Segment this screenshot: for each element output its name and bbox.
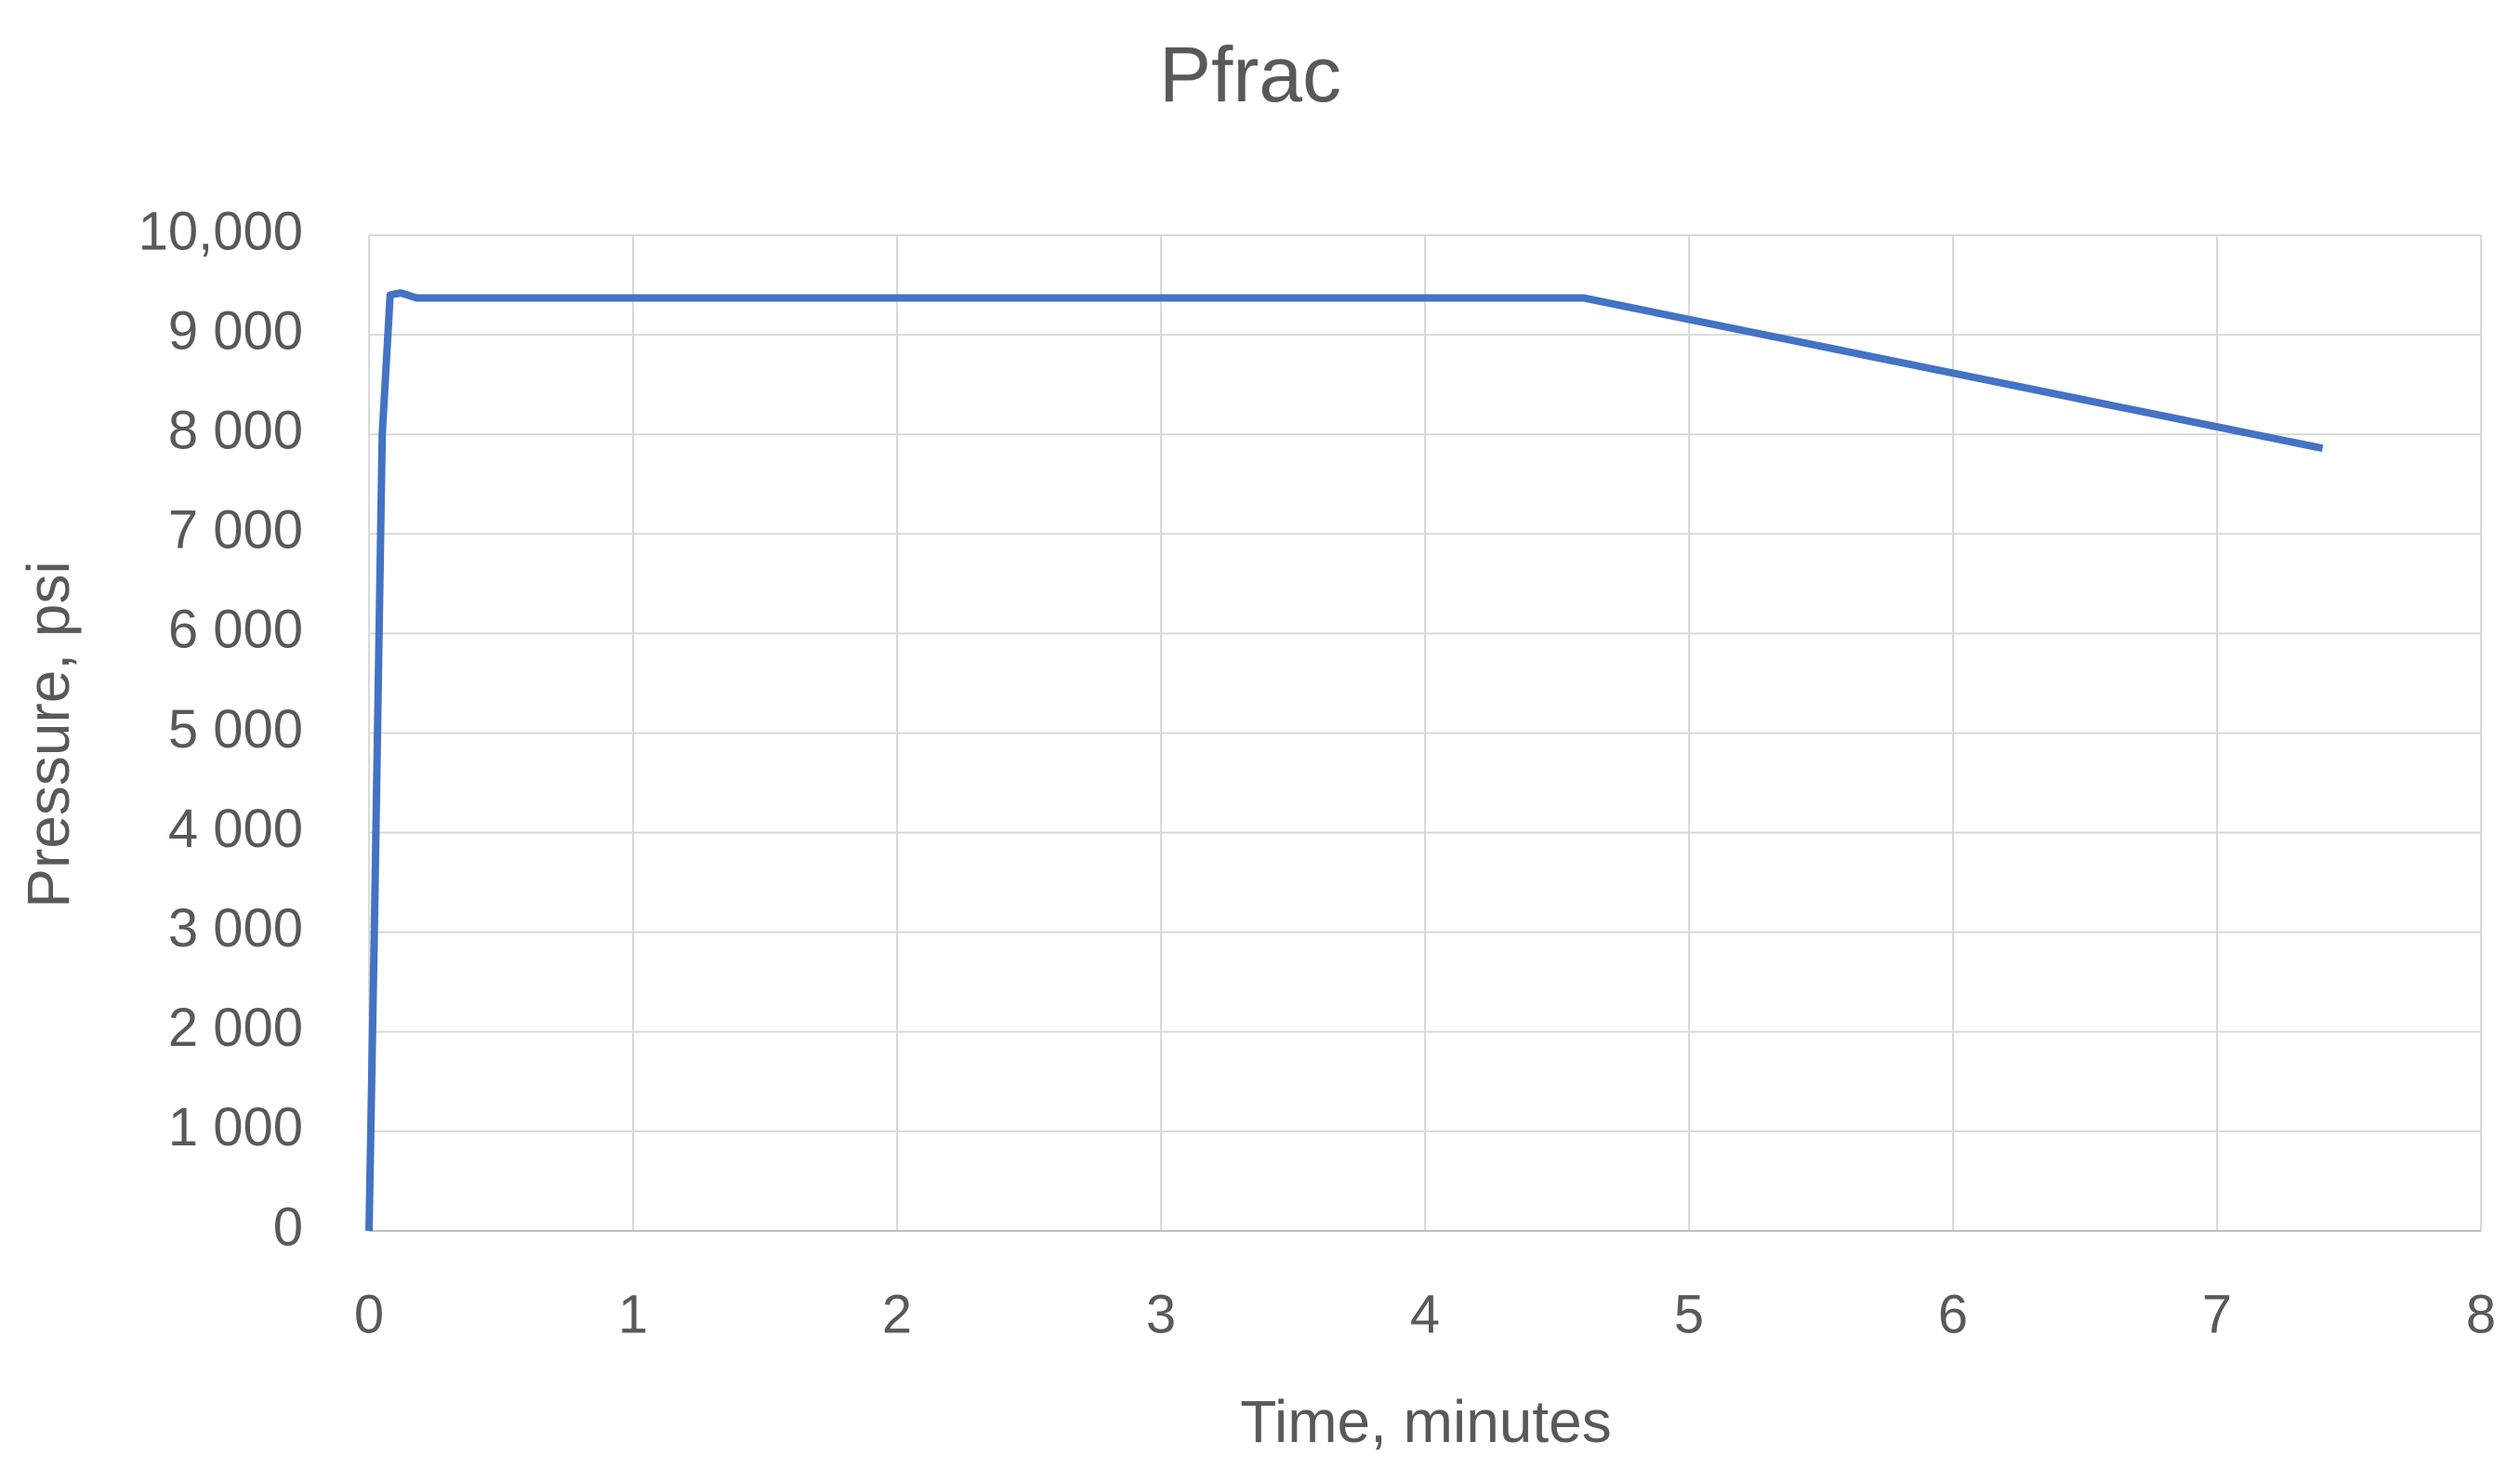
data-line	[365, 289, 2324, 1232]
x-tick-label: 8	[2466, 1284, 2496, 1344]
y-tick-label: 3 000	[168, 898, 303, 959]
x-tick-label: 4	[1410, 1284, 1440, 1344]
x-tick-label: 2	[882, 1284, 912, 1344]
x-tick-label: 6	[1938, 1284, 1968, 1344]
y-tick-label: 1 000	[168, 1097, 303, 1157]
x-axis-title: Time, minutes	[1240, 1388, 1612, 1455]
y-tick-label: 0	[273, 1197, 303, 1257]
y-tick-label: 5 000	[168, 699, 303, 760]
y-tick-label: 8 000	[168, 401, 303, 461]
x-tick-label: 0	[354, 1284, 384, 1344]
y-tick-label: 10,000	[139, 201, 303, 261]
x-tick-label: 5	[1674, 1284, 1704, 1344]
x-tick-label: 7	[2202, 1284, 2232, 1344]
y-tick-label: 2 000	[168, 998, 303, 1058]
y-tick-label: 6 000	[168, 600, 303, 660]
y-tick-label: 9 000	[168, 300, 303, 361]
x-tick-label: 3	[1146, 1284, 1176, 1344]
y-tick-label: 4 000	[168, 799, 303, 859]
y-axis-title: Pressure, psi	[15, 561, 82, 907]
y-tick-label: 7 000	[168, 500, 303, 561]
chart-title: Pfrac	[1159, 31, 1341, 118]
x-tick-label: 1	[618, 1284, 648, 1344]
